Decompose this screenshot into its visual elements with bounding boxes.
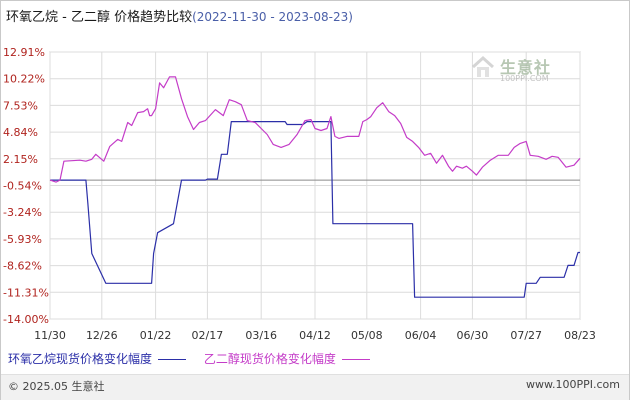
y-tick-label: -5.93% xyxy=(3,233,42,246)
x-tick-label: 11/30 xyxy=(34,329,66,342)
y-tick-label: 7.53% xyxy=(3,99,38,112)
legend-swatch-series-1 xyxy=(158,359,187,360)
legend-label-series-2: 乙二醇现货价格变化幅度 xyxy=(203,352,336,366)
watermark: 生意社 100PPI.COM xyxy=(470,52,570,88)
x-tick-label: 07/27 xyxy=(510,329,542,342)
legend: 环氧乙烷现货价格变化幅度 乙二醇现货价格变化幅度 xyxy=(8,350,384,367)
legend-item-series-2: 乙二醇现货价格变化幅度 xyxy=(204,350,370,367)
x-tick-label: 04/12 xyxy=(299,329,331,342)
chart-title: 环氧乙烷 - 乙二醇 价格趋势比较(2022-11-30 - 2023-08-2… xyxy=(6,6,353,25)
y-tick-label: -0.54% xyxy=(3,179,42,192)
legend-swatch-series-2 xyxy=(341,359,370,360)
y-tick-label: 10.22% xyxy=(3,73,45,86)
x-tick-label: 06/04 xyxy=(405,329,437,342)
y-tick-label: 12.91% xyxy=(3,46,45,59)
chart-title-main: 环氧乙烷 - 乙二醇 价格趋势比较 xyxy=(6,10,193,25)
legend-label-series-1: 环氧乙烷现货价格变化幅度 xyxy=(8,352,153,366)
y-tick-label: 2.15% xyxy=(3,153,38,166)
x-tick-label: 03/16 xyxy=(245,329,277,342)
y-tick-label: 4.84% xyxy=(3,126,38,139)
x-tick-label: 12/26 xyxy=(86,329,118,342)
chart-date-range: (2022-11-30 - 2023-08-23) xyxy=(192,10,353,24)
y-tick-label: -11.31% xyxy=(3,286,49,299)
series-line-1 xyxy=(50,120,580,298)
y-tick-label: -3.24% xyxy=(3,206,42,219)
x-tick-label: 06/30 xyxy=(457,329,489,342)
house-logo-icon xyxy=(471,55,495,77)
y-tick-label: -14.00% xyxy=(3,313,49,326)
x-tick-label: 02/17 xyxy=(192,329,224,342)
y-tick-label: -8.62% xyxy=(3,260,42,273)
x-tick-label: 05/08 xyxy=(351,329,383,342)
x-tick-label: 01/22 xyxy=(140,329,172,342)
copyright-text: © 2025.05 生意社 xyxy=(8,380,105,393)
watermark-text: 生意社 xyxy=(500,58,552,77)
series-line-2 xyxy=(49,76,581,183)
footer-bar xyxy=(1,374,629,400)
site-url-link[interactable]: www.100PPI.com xyxy=(526,378,620,391)
legend-item-series-1: 环氧乙烷现货价格变化幅度 xyxy=(8,350,187,367)
watermark-url: 100PPI.COM xyxy=(500,74,549,83)
x-tick-label: 08/23 xyxy=(564,329,596,342)
